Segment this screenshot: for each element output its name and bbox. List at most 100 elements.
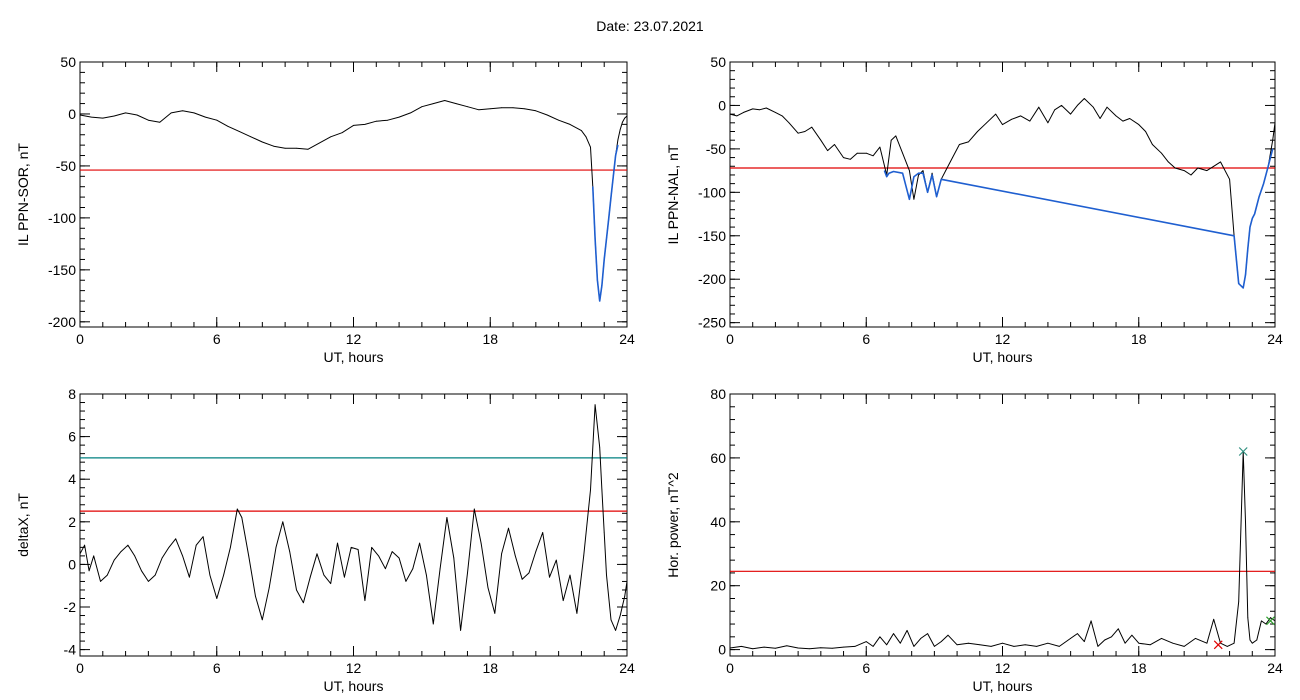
data-point xyxy=(102,117,104,119)
y-tick-label: 8 xyxy=(68,386,76,402)
data-point xyxy=(1047,642,1049,644)
data-point xyxy=(1011,118,1012,120)
data-point xyxy=(1249,226,1251,228)
data-point xyxy=(729,647,731,649)
data-point xyxy=(601,285,603,286)
data-point xyxy=(884,170,885,172)
data-point xyxy=(1036,646,1037,647)
data-point xyxy=(886,644,888,646)
data-point xyxy=(432,623,434,625)
data-point xyxy=(1261,620,1262,622)
data-point xyxy=(927,191,928,193)
data-point xyxy=(467,572,468,574)
y-tick-label: 40 xyxy=(710,514,726,530)
data-point xyxy=(91,116,92,118)
data-point xyxy=(1245,521,1246,523)
x-marker xyxy=(1266,616,1275,626)
data-point xyxy=(619,615,621,616)
data-point xyxy=(909,198,910,200)
data-point xyxy=(330,583,332,584)
data-point xyxy=(617,144,619,146)
data-point xyxy=(843,646,844,648)
y-tick-label: 0 xyxy=(68,106,76,122)
data-point xyxy=(1267,165,1269,167)
data-point xyxy=(303,602,304,604)
data-point xyxy=(940,178,942,180)
data-point xyxy=(759,109,760,111)
data-point xyxy=(385,568,386,570)
y-tick-label: -50 xyxy=(706,141,726,157)
y-tick-label: 0 xyxy=(718,642,726,658)
data-point xyxy=(1183,646,1185,647)
data-point xyxy=(1245,274,1246,276)
data-point xyxy=(318,142,320,144)
y-tick-label: 50 xyxy=(60,54,76,70)
data-point xyxy=(1220,161,1221,163)
data-point xyxy=(546,114,548,116)
x-tick-label: 12 xyxy=(346,660,362,676)
date-title: Date: 23.07.2021 xyxy=(596,18,704,34)
data-point xyxy=(765,107,767,109)
data-point xyxy=(872,646,874,647)
data-point xyxy=(1115,115,1117,117)
data-point xyxy=(1092,106,1094,108)
data-point xyxy=(850,158,851,160)
y-tick-label: -50 xyxy=(56,158,76,174)
data-point xyxy=(1106,106,1108,108)
data-point xyxy=(487,587,489,589)
data-point xyxy=(940,641,942,642)
data-point xyxy=(193,112,195,114)
y-axis-label: IL PPN-NAL, nT xyxy=(665,144,681,244)
chart-panel-1: 0 6 12 18 24 -200 -150 -100 -50 0 50 UT, hours IL PP… xyxy=(15,54,635,365)
data-point xyxy=(364,600,366,601)
data-point xyxy=(250,136,252,138)
data-point xyxy=(968,642,969,644)
x-tick-label: 6 xyxy=(213,660,221,676)
x-tick-label: 24 xyxy=(1267,660,1283,676)
data-point xyxy=(1197,167,1199,169)
data-point xyxy=(827,150,828,152)
data-point xyxy=(127,544,129,546)
x-axis-label: UT, hours xyxy=(324,349,384,365)
data-point xyxy=(1233,235,1235,237)
data-point xyxy=(134,555,136,557)
data-point xyxy=(136,114,138,116)
marker-stroke xyxy=(1213,640,1223,650)
x-tick-label: 0 xyxy=(76,331,84,347)
data-point xyxy=(843,157,844,159)
data-point xyxy=(261,619,263,621)
data-point xyxy=(569,574,571,576)
data-point xyxy=(480,542,482,544)
data-point xyxy=(223,574,225,576)
data-point xyxy=(419,542,420,544)
data-point xyxy=(209,574,211,576)
data-point xyxy=(241,517,243,518)
data-point xyxy=(865,152,867,154)
data-point xyxy=(296,147,297,149)
y-tick-label: 4 xyxy=(68,471,76,487)
data-point xyxy=(820,647,822,649)
data-point xyxy=(216,598,218,599)
data-point xyxy=(1131,634,1133,636)
y-tick-label: 80 xyxy=(710,386,726,402)
data-point xyxy=(113,559,115,561)
data-point xyxy=(535,551,537,552)
x-tick-label: 6 xyxy=(862,660,870,676)
data-point xyxy=(617,139,619,141)
x-tick-label: 12 xyxy=(995,660,1011,676)
x-tick-label: 6 xyxy=(213,331,221,347)
data-point xyxy=(175,538,177,540)
data-point xyxy=(603,259,605,260)
data-point xyxy=(936,196,937,198)
data-point xyxy=(371,547,373,548)
data-point xyxy=(446,517,448,518)
data-point xyxy=(79,114,81,116)
data-point xyxy=(736,115,738,117)
data-point xyxy=(1272,139,1274,141)
data-point xyxy=(344,576,345,578)
data-point xyxy=(1083,641,1085,642)
data-point xyxy=(387,119,389,121)
data-point xyxy=(583,555,585,557)
data-point xyxy=(797,132,799,134)
data-point xyxy=(610,619,612,621)
